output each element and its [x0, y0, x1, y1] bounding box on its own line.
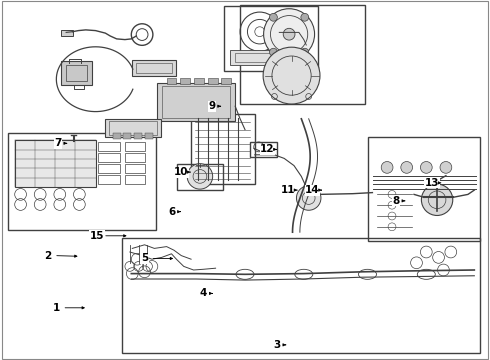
Circle shape — [263, 47, 320, 104]
Circle shape — [187, 164, 213, 189]
Ellipse shape — [417, 269, 435, 279]
Text: 7: 7 — [54, 138, 62, 148]
Text: 12: 12 — [260, 144, 275, 154]
Bar — [123, 133, 131, 139]
Bar — [15, 140, 96, 187]
Text: 3: 3 — [273, 340, 280, 350]
Bar — [368, 137, 480, 241]
Ellipse shape — [295, 269, 313, 279]
Bar — [61, 61, 92, 85]
Text: 15: 15 — [90, 231, 104, 241]
Ellipse shape — [236, 269, 254, 279]
Circle shape — [270, 13, 277, 21]
Bar — [240, 5, 365, 104]
Text: 4: 4 — [199, 288, 207, 298]
Bar — [132, 60, 176, 76]
Text: 13: 13 — [425, 178, 440, 188]
Bar — [221, 78, 231, 84]
Bar — [180, 78, 190, 84]
Bar — [191, 114, 255, 184]
Bar — [157, 83, 235, 121]
Text: 1: 1 — [53, 303, 60, 313]
Text: 9: 9 — [208, 101, 215, 111]
Bar — [8, 133, 156, 230]
Bar — [125, 153, 145, 162]
Bar — [235, 53, 274, 62]
Bar — [134, 133, 142, 139]
Circle shape — [420, 162, 432, 173]
Circle shape — [264, 9, 315, 60]
Bar — [98, 164, 120, 173]
Bar — [230, 50, 279, 65]
Text: 14: 14 — [305, 185, 320, 195]
Bar — [61, 30, 73, 36]
Bar — [136, 63, 172, 73]
Bar — [125, 175, 145, 184]
Bar — [113, 133, 121, 139]
Bar — [122, 238, 480, 353]
Bar — [109, 121, 157, 135]
Bar — [98, 153, 120, 162]
Bar — [177, 164, 223, 190]
Circle shape — [301, 48, 309, 56]
Circle shape — [401, 162, 413, 173]
Text: 11: 11 — [281, 185, 295, 195]
Text: 8: 8 — [392, 196, 399, 206]
Circle shape — [270, 48, 277, 56]
Text: 10: 10 — [174, 167, 189, 177]
Bar — [208, 78, 218, 84]
Text: 6: 6 — [168, 207, 175, 217]
Bar — [98, 142, 120, 151]
Bar — [250, 142, 277, 157]
Circle shape — [381, 162, 393, 173]
Circle shape — [440, 162, 452, 173]
Bar — [167, 78, 176, 84]
Bar — [162, 86, 230, 118]
Circle shape — [296, 186, 321, 210]
Bar — [125, 142, 145, 151]
Bar — [194, 78, 204, 84]
Bar — [145, 133, 153, 139]
Circle shape — [301, 13, 309, 21]
Bar — [66, 65, 87, 81]
Circle shape — [283, 28, 295, 40]
Text: 2: 2 — [45, 251, 51, 261]
Bar — [224, 6, 318, 71]
Ellipse shape — [359, 269, 376, 279]
Circle shape — [421, 184, 453, 216]
Bar — [125, 164, 145, 173]
Bar — [105, 119, 161, 137]
Bar — [98, 175, 120, 184]
Text: 5: 5 — [141, 253, 148, 264]
